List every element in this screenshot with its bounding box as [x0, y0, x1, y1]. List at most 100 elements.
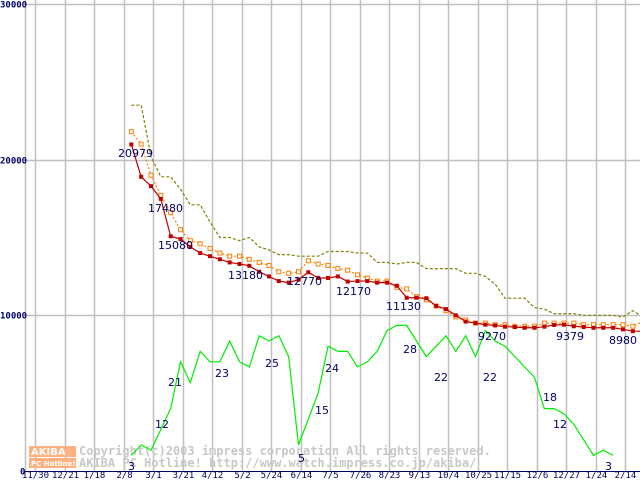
x-tick-label: 7/5: [322, 471, 338, 480]
point-min: [473, 321, 478, 326]
x-tick-label: 8/23: [379, 471, 401, 480]
point-average: [246, 256, 252, 262]
point-min: [129, 142, 134, 147]
data-labels: 20979 17480 15080 13180 12770 12170 11130 9270 9…: [118, 147, 637, 473]
grid: [24, 0, 640, 472]
data-label-min: 20979: [118, 147, 153, 160]
point-average: [187, 238, 193, 244]
point-average: [355, 272, 360, 278]
point-average: [148, 172, 154, 178]
point-average: [276, 269, 282, 275]
point-min: [335, 274, 340, 279]
point-min: [542, 324, 547, 329]
point-min: [267, 274, 271, 279]
y-tick-label: 30000: [0, 1, 27, 11]
series-line-shops: [130, 324, 614, 457]
data-label-shops: 22: [483, 371, 497, 384]
point-min: [444, 307, 448, 312]
point-average: [335, 266, 341, 272]
point-average: [404, 286, 410, 292]
point-average: [325, 263, 331, 269]
point-min: [581, 325, 586, 330]
point-min: [493, 323, 498, 328]
x-tick-label: 1/18: [84, 471, 106, 480]
point-average: [296, 269, 301, 275]
x-tick-label: 3/1: [145, 471, 161, 480]
series: [128, 104, 640, 457]
x-tick-label: 5/2: [234, 471, 250, 480]
data-label-shops: 15: [315, 404, 329, 417]
data-label-min: 12770: [287, 275, 322, 288]
data-label-shops: 21: [168, 376, 182, 389]
point-min: [276, 279, 281, 284]
data-label-shops: 12: [155, 418, 169, 431]
logo-top-bg: [29, 446, 76, 457]
point-average: [256, 259, 262, 265]
data-label-min: 11130: [386, 300, 421, 313]
point-min: [296, 277, 301, 282]
point-average: [266, 263, 272, 269]
point-average: [237, 253, 242, 259]
point-min: [385, 280, 389, 285]
x-tick-label: 11/30: [22, 471, 49, 480]
point-min: [345, 279, 350, 284]
point-average: [345, 267, 351, 273]
data-label-shops: 25: [265, 357, 279, 370]
point-min: [552, 323, 557, 328]
point-min: [424, 296, 429, 301]
data-label-shops: 24: [325, 362, 339, 375]
point-min: [188, 244, 193, 249]
point-min: [463, 319, 468, 324]
point-average: [197, 241, 203, 247]
x-tick-label: 10/4: [438, 471, 460, 480]
y-axis: 0 10000 20000 30000: [0, 1, 27, 478]
point-min: [355, 279, 360, 284]
data-label-shops: 23: [215, 367, 229, 380]
point-average: [630, 323, 636, 329]
point-min: [522, 325, 527, 330]
x-tick-label: 2/14: [615, 471, 637, 480]
data-label-shops: 5: [298, 452, 305, 465]
point-min: [394, 283, 399, 288]
x-tick-label: 12/21: [52, 471, 79, 480]
data-label-min: 9379: [556, 330, 584, 343]
point-min: [512, 325, 517, 330]
point-min: [630, 329, 635, 334]
x-axis: 11/30 12/21 1/18 2/8 3/1 3/21 4/12 5/2 5/24 6/14 7…: [22, 471, 636, 480]
x-tick-label: 7/26: [350, 471, 372, 480]
point-average: [286, 270, 292, 276]
point-min: [257, 269, 262, 274]
data-label-shops: 12: [553, 418, 567, 431]
x-tick-label: 4/12: [202, 471, 224, 480]
point-min: [591, 325, 596, 330]
data-label-shops: 28: [403, 343, 417, 356]
y-tick-label: 0: [20, 468, 25, 478]
point-min: [227, 260, 232, 265]
data-label-shops: 3: [128, 460, 135, 473]
x-tick-label: 3/21: [173, 471, 195, 480]
point-min: [375, 280, 380, 285]
point-min: [208, 254, 212, 259]
point-average: [315, 261, 321, 267]
point-average: [138, 141, 144, 147]
point-average: [207, 245, 213, 251]
watermark: AKIBA PC Hotline! Copyright(c)2003 impre…: [29, 444, 491, 470]
point-min: [601, 325, 606, 330]
x-tick-label: 10/25: [465, 471, 492, 480]
point-average: [541, 320, 547, 326]
point-min: [453, 313, 458, 318]
point-min: [326, 275, 330, 280]
point-min: [139, 174, 144, 179]
data-label-min: 15080: [158, 239, 193, 252]
point-min: [247, 263, 252, 268]
y-tick-label: 10000: [0, 312, 27, 322]
url-line: AKIBA PC Hotline! http://www.watch.impre…: [79, 456, 476, 470]
point-min: [532, 325, 537, 330]
point-min: [286, 280, 291, 285]
logo-bottom: PC Hotline!: [31, 460, 75, 468]
x-tick-label: 5/24: [261, 471, 283, 480]
data-label-min: 8980: [609, 334, 637, 347]
point-min: [483, 322, 488, 327]
point-min: [503, 324, 507, 329]
